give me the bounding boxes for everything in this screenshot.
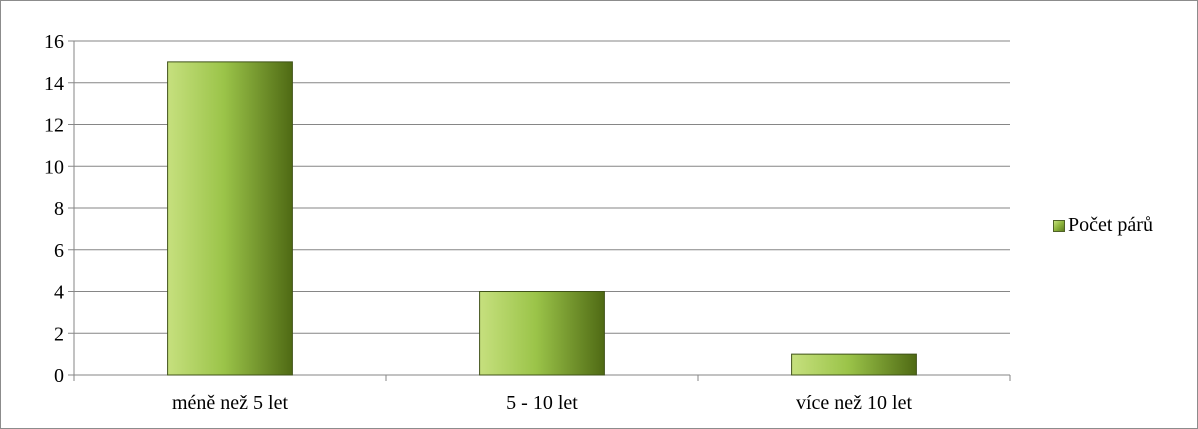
y-tick-label: 10	[44, 156, 64, 178]
x-tick-labels: méně než 5 let 5 - 10 let více než 10 let	[172, 392, 912, 414]
y-tick-label: 16	[44, 31, 64, 53]
x-tick-label: více než 10 let	[796, 392, 912, 414]
x-tick-label: 5 - 10 let	[506, 392, 578, 414]
y-tick-label: 4	[54, 282, 64, 304]
bars	[167, 61, 917, 376]
y-tick-label: 0	[54, 365, 64, 387]
y-tick-labels: 0 2 4 6 8 10 12 14 16	[44, 31, 64, 387]
y-tick-label: 8	[54, 198, 64, 220]
y-tick-label: 2	[54, 323, 64, 345]
legend-swatch	[1053, 219, 1065, 232]
bar	[167, 61, 293, 376]
legend-label: Počet párů	[1068, 214, 1153, 236]
x-tick-label: méně než 5 let	[172, 392, 288, 414]
bar	[791, 353, 917, 376]
y-tick-label: 14	[44, 73, 64, 95]
legend: Počet párů	[1053, 214, 1153, 237]
bar	[479, 291, 605, 376]
y-tick-label: 6	[54, 240, 64, 262]
y-tick-label: 12	[44, 115, 64, 137]
